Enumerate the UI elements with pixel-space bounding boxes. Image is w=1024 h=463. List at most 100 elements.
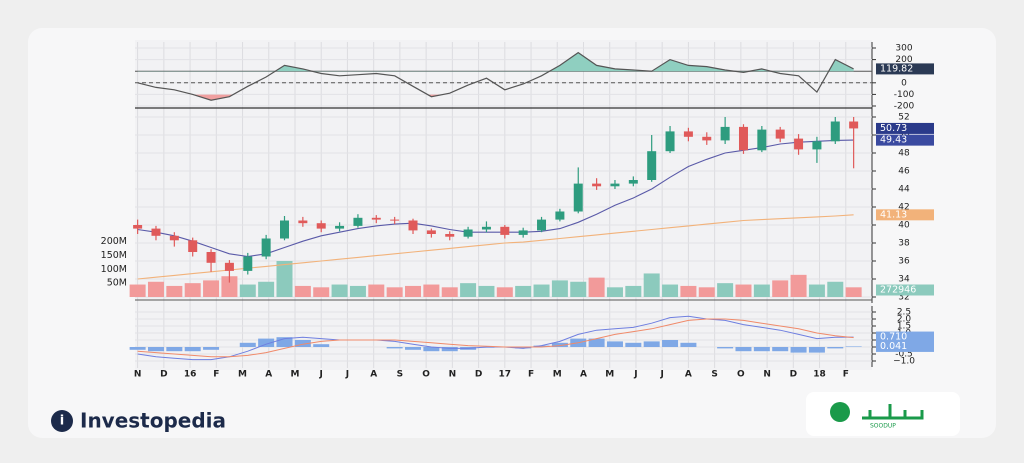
macd-histogram-bar	[588, 338, 605, 347]
candle-body	[445, 234, 455, 237]
x-tick-label: F	[528, 370, 534, 380]
candle-body	[298, 220, 308, 224]
macd-histogram-bar	[845, 346, 862, 347]
watermark-glyph	[862, 404, 924, 420]
volume-bar	[570, 281, 587, 297]
candle-body	[830, 121, 840, 142]
candle-body	[738, 126, 748, 151]
x-tick-label: N	[763, 370, 771, 380]
macd-histogram-bar	[827, 347, 844, 349]
macd-histogram-bar	[625, 342, 642, 347]
y2-tick-label: 50M	[107, 278, 127, 289]
y-tick-label: 32	[898, 293, 909, 303]
volume-bar	[239, 284, 256, 297]
volume-bar	[349, 285, 366, 297]
candle-body	[500, 226, 510, 235]
macd-histogram-bar	[533, 345, 550, 347]
x-tick-label: M	[238, 370, 247, 380]
logo: i Investopedia	[51, 409, 226, 433]
volume-bar	[533, 284, 550, 297]
macd-histogram-bar	[717, 347, 734, 349]
x-tick-label: D	[790, 370, 797, 380]
candle-body	[169, 235, 179, 241]
candle-body	[537, 219, 547, 231]
volume-last-label: 272946	[880, 285, 916, 296]
volume-bar	[643, 273, 660, 297]
volume-bar	[698, 287, 715, 297]
x-tick-label: A	[685, 370, 692, 380]
candle-body	[720, 126, 730, 141]
x-tick-label: F	[843, 370, 849, 380]
y-tick-label: −1.0	[893, 357, 915, 367]
macd-histogram-bar	[386, 347, 403, 349]
watermark-box	[806, 392, 960, 436]
candle-body	[426, 230, 436, 234]
macd-histogram-bar	[680, 342, 697, 347]
x-tick-label: F	[213, 370, 219, 380]
y-tick-label: 34	[898, 275, 910, 285]
candle-body	[335, 225, 345, 229]
volume-bar	[423, 284, 440, 297]
volume-bar	[496, 287, 513, 297]
macd-histogram-bar	[515, 347, 532, 349]
macd-histogram-bar	[772, 347, 789, 352]
macd-histogram-bar	[166, 347, 183, 352]
y-tick-label: 44	[898, 185, 910, 195]
candle-body	[261, 238, 271, 257]
logo-mark: i	[60, 414, 64, 429]
x-tick-label: M	[605, 370, 614, 380]
candle-body	[812, 141, 822, 150]
x-tick-label: J	[345, 370, 349, 380]
last-value-box	[876, 331, 934, 343]
last-value-box	[876, 209, 934, 221]
volume-bar	[717, 283, 734, 297]
volume-bar	[276, 261, 293, 297]
x-tick-label: D	[475, 370, 482, 380]
x-tick-label: O	[737, 370, 745, 380]
candle-body	[224, 262, 234, 271]
cci-line	[137, 51, 854, 101]
candle-body	[408, 220, 418, 231]
volume-bar	[588, 277, 605, 297]
candle-body	[702, 136, 712, 141]
x-tick-label: D	[160, 370, 167, 380]
macd-histogram-bar	[606, 341, 623, 347]
last-value-box	[876, 63, 934, 75]
watermark-icon	[830, 402, 850, 422]
macd-histogram-bar	[129, 347, 146, 350]
volume-bar	[313, 287, 330, 297]
y-tick-label: 1.5	[897, 322, 911, 332]
volume-bar	[405, 285, 422, 297]
volume-bar	[735, 284, 752, 297]
volume-bar	[753, 284, 770, 297]
macd-histogram-bar	[147, 347, 164, 352]
y2-tick-label: 100M	[101, 264, 127, 275]
candle-body	[628, 180, 638, 184]
last-value-label: 41.13	[880, 209, 907, 220]
candle-body	[610, 183, 620, 187]
y-tick-label: 40	[898, 221, 910, 231]
candle-body	[279, 220, 289, 239]
candle-body	[371, 217, 381, 220]
watermark: SOODUP	[806, 392, 960, 436]
candle-body	[573, 183, 583, 212]
y-tick-label: 38	[898, 239, 910, 249]
y2-tick-label: 150M	[101, 250, 127, 261]
candle-body	[647, 151, 657, 180]
x-tick-label: 18	[813, 370, 826, 380]
macd-histogram-bar	[203, 347, 220, 350]
volume-bar	[827, 281, 844, 297]
y-tick-label: 46	[898, 167, 910, 177]
last-value-box	[876, 340, 934, 352]
volume-bar	[845, 287, 862, 297]
volume-bar	[129, 284, 146, 297]
volume-bar	[808, 284, 825, 297]
volume-bar	[772, 280, 789, 297]
last-value-label: 49.43	[880, 135, 907, 146]
candle-body	[665, 131, 675, 152]
macd-histogram-bar	[423, 347, 440, 352]
ma-short	[137, 139, 854, 258]
macd-histogram-bar	[276, 337, 293, 347]
watermark-text: SOODUP	[870, 423, 896, 430]
